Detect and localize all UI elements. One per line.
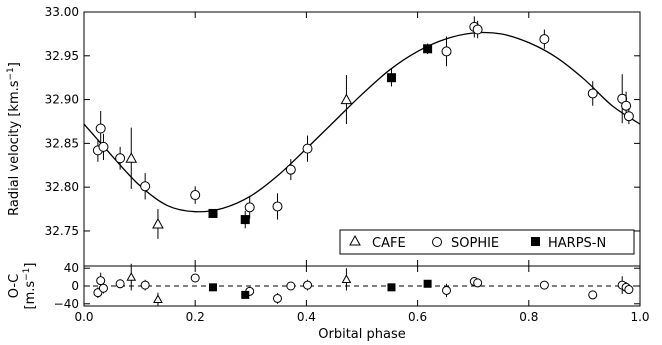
- x-tick-label: 0.2: [186, 310, 205, 324]
- circle-marker: [441, 46, 452, 57]
- circle-marker: [140, 280, 150, 290]
- circle-marker: [302, 143, 313, 154]
- legend-label-sophie: SOPHIE: [451, 236, 499, 251]
- square-marker: [423, 279, 432, 288]
- square-marker: [387, 283, 396, 292]
- legend-item-harps-n: HARPS-N: [531, 236, 606, 251]
- x-tick-label: 1.0: [630, 310, 649, 324]
- ylabel-close: ]: [7, 62, 22, 67]
- legend-item-cafe: CAFE: [349, 234, 406, 251]
- residuals-axis-unit-label: [m.s−1]: [22, 263, 38, 310]
- series-harps-n: [208, 279, 432, 299]
- x-tick-label: 0.6: [408, 310, 427, 324]
- legend-item-sophie: SOPHIE: [432, 236, 499, 251]
- circle-marker: [624, 285, 634, 295]
- circle-marker: [472, 24, 483, 35]
- residual-y-tick-label: −40: [54, 297, 79, 311]
- circle-marker: [588, 290, 598, 300]
- y-tick-label: 32.90: [45, 93, 79, 107]
- oc-unit-close: ]: [23, 263, 38, 268]
- legend-circle-marker: [432, 237, 442, 247]
- y-tick-label: 32.95: [45, 49, 79, 63]
- x-tick-label: 0.0: [74, 310, 93, 324]
- square-marker: [241, 290, 250, 299]
- x-tick-label: 0.4: [297, 310, 316, 324]
- square-marker: [386, 73, 396, 83]
- radial-velocity-y-ticks: 32.75 32.80 32.85 32.90 32.95 33.00: [45, 5, 641, 266]
- residuals-axis-label: O-C: [7, 274, 22, 298]
- residual-y-tick-label: 0: [71, 279, 79, 293]
- triangle-marker: [341, 274, 352, 284]
- circle-marker: [98, 141, 109, 152]
- circle-marker: [621, 100, 632, 111]
- square-marker: [208, 283, 217, 292]
- triangle-marker: [126, 272, 137, 281]
- triangle-marker: [340, 93, 353, 105]
- legend-box: [339, 229, 635, 255]
- oc-label-line1: O-C: [7, 274, 22, 298]
- circle-marker: [115, 279, 125, 289]
- triangle-marker: [125, 152, 138, 163]
- square-marker: [240, 215, 250, 225]
- legend-triangle-marker: [349, 234, 361, 246]
- ylabel-main: Radial velocity [km.s: [7, 80, 22, 216]
- series-cafe: [125, 75, 353, 239]
- oc-unit-exponent: −1: [22, 268, 32, 281]
- triangle-marker: [152, 217, 164, 229]
- circle-marker: [98, 283, 108, 293]
- circle-marker: [190, 190, 201, 201]
- residual-y-tick-label: 40: [64, 261, 79, 275]
- circle-marker: [587, 88, 598, 99]
- model-curve-line: [83, 31, 641, 213]
- y-tick-label: 32.75: [45, 224, 79, 238]
- circle-marker: [272, 201, 283, 212]
- y-tick-label: 32.80: [45, 180, 79, 194]
- circle-marker: [539, 34, 550, 45]
- circle-marker: [272, 293, 282, 303]
- circle-marker: [285, 164, 296, 175]
- square-marker: [208, 208, 218, 218]
- legend-label-cafe: CAFE: [372, 236, 406, 251]
- circle-marker: [190, 273, 200, 283]
- square-marker: [423, 44, 433, 54]
- series-cafe: [126, 263, 352, 306]
- circle-marker: [623, 111, 634, 122]
- radial-velocity-axis-label: Radial velocity [km.s−1]: [6, 62, 22, 216]
- y-tick-label: 32.85: [45, 136, 79, 150]
- residuals-ticks: −40 0 40 0.0 0.2 0.4 0.6 0.8 1.0: [54, 261, 650, 324]
- radial-velocity-plot-frame: [83, 11, 641, 267]
- x-axis-label: Orbital phase: [318, 327, 405, 342]
- circle-marker: [95, 123, 106, 134]
- circle-marker: [303, 280, 313, 290]
- legend: CAFE SOPHIE HARPS-N: [339, 229, 635, 255]
- radial-velocity-panel: 32.75 32.80 32.85 32.90 32.95 33.00 Radial ve…: [6, 5, 641, 267]
- residuals-panel: −40 0 40 0.0 0.2 0.4 0.6 0.8 1.0 O-C [m.s−1] Orb…: [7, 261, 650, 342]
- legend-label-harps-n: HARPS-N: [548, 236, 606, 251]
- x-tick-label: 0.8: [519, 310, 538, 324]
- rv-data-points: [92, 16, 634, 239]
- circle-marker: [140, 181, 151, 192]
- series-sophie: [93, 272, 634, 304]
- circle-marker: [539, 280, 549, 290]
- legend-square-marker: [531, 237, 540, 246]
- model-curve: [83, 31, 641, 213]
- circle-marker: [96, 276, 106, 286]
- residual-data-points: [93, 263, 634, 306]
- circle-marker: [286, 281, 296, 291]
- series-sophie: [92, 16, 634, 220]
- circle-marker: [244, 202, 255, 213]
- y-tick-label: 33.00: [45, 5, 79, 19]
- circle-marker: [473, 278, 483, 288]
- circle-marker: [442, 285, 452, 295]
- oc-unit-main: [m.s: [23, 281, 38, 310]
- ylabel-exponent: −1: [6, 67, 16, 80]
- circle-marker: [115, 153, 126, 164]
- series-harps-n: [208, 43, 433, 229]
- triangle-marker: [153, 294, 163, 304]
